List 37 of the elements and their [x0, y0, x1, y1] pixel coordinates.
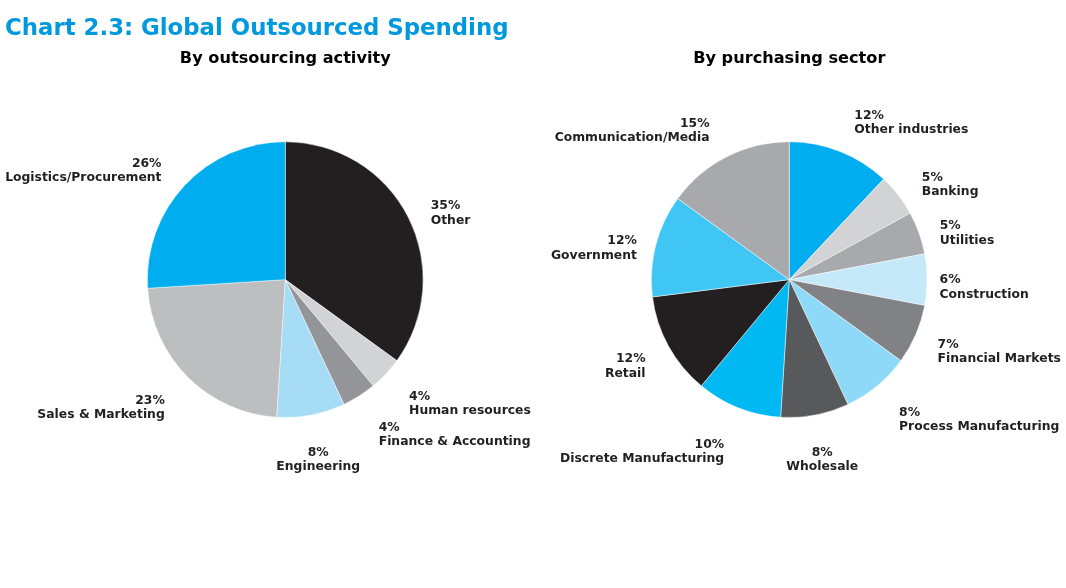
data-label: 8%: [811, 445, 833, 460]
chart-subtitle: By outsourcing activity: [179, 47, 392, 67]
slice-label: Construction: [939, 286, 1029, 301]
data-label: 12%: [615, 351, 646, 366]
slice-label: Other: [430, 212, 472, 227]
data-label: 4%: [409, 388, 431, 403]
slice-label: Sales & Marketing: [37, 407, 165, 422]
slice-label: Financial Markets: [937, 350, 1061, 365]
chart-title: Chart 2.3: Global Outsourced Spending: [5, 14, 509, 41]
data-label: 5%: [939, 218, 961, 233]
slice-label: Banking: [921, 183, 979, 198]
data-label: 12%: [607, 233, 637, 248]
slice-label: Finance & Accounting: [378, 433, 531, 448]
data-label: 10%: [694, 436, 725, 451]
chart-subtitle: By purchasing sector: [693, 47, 886, 67]
slice-label: Utilities: [939, 232, 995, 247]
data-label: 8%: [899, 405, 921, 420]
data-label: 26%: [131, 156, 162, 171]
slice-label: Retail: [604, 365, 646, 380]
data-label: 6%: [939, 272, 961, 287]
data-label: 12%: [854, 108, 884, 123]
slice-label: Wholesale: [786, 459, 859, 474]
slice-label: Process Manufacturing: [899, 419, 1060, 434]
slice-label: Communication/Media: [554, 130, 710, 145]
data-label: 35%: [430, 198, 461, 213]
data-label: 4%: [378, 419, 400, 434]
data-label: 7%: [937, 336, 959, 351]
data-label: 23%: [135, 392, 165, 407]
data-label: 15%: [679, 115, 710, 130]
slice-label: Discrete Manufacturing: [559, 451, 725, 466]
slice-label: Engineering: [276, 459, 361, 474]
slice-label: Government: [550, 247, 637, 262]
data-label: 8%: [307, 445, 329, 460]
slice-label: Human resources: [409, 402, 531, 417]
slice-label: Other industries: [854, 122, 969, 137]
slice-label: Logistics/Procurement: [5, 170, 162, 185]
data-label: 5%: [921, 169, 943, 184]
